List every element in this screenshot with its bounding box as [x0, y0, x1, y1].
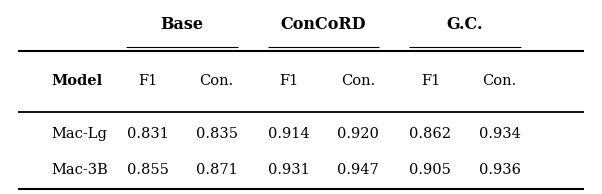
- Text: G.C.: G.C.: [447, 16, 483, 33]
- Text: 0.934: 0.934: [479, 127, 521, 141]
- Text: Mac-Lg: Mac-Lg: [51, 127, 107, 141]
- Text: 0.862: 0.862: [409, 127, 452, 141]
- Text: 0.871: 0.871: [196, 163, 238, 177]
- Text: Con.: Con.: [341, 74, 375, 88]
- Text: 0.831: 0.831: [126, 127, 169, 141]
- Text: Mac-3B: Mac-3B: [51, 163, 108, 177]
- Text: F1: F1: [421, 74, 440, 88]
- Text: Con.: Con.: [483, 74, 517, 88]
- Text: F1: F1: [279, 74, 299, 88]
- Text: 0.905: 0.905: [409, 163, 452, 177]
- Text: 0.855: 0.855: [126, 163, 169, 177]
- Text: 0.914: 0.914: [268, 127, 310, 141]
- Text: ConCoRD: ConCoRD: [281, 16, 367, 33]
- Text: 0.936: 0.936: [479, 163, 521, 177]
- Text: Con.: Con.: [200, 74, 234, 88]
- Text: 0.835: 0.835: [196, 127, 238, 141]
- Text: Model: Model: [51, 74, 102, 88]
- Text: 0.931: 0.931: [268, 163, 310, 177]
- Text: F1: F1: [138, 74, 157, 88]
- Text: 0.947: 0.947: [337, 163, 379, 177]
- Text: Base: Base: [161, 16, 203, 33]
- Text: 0.920: 0.920: [337, 127, 379, 141]
